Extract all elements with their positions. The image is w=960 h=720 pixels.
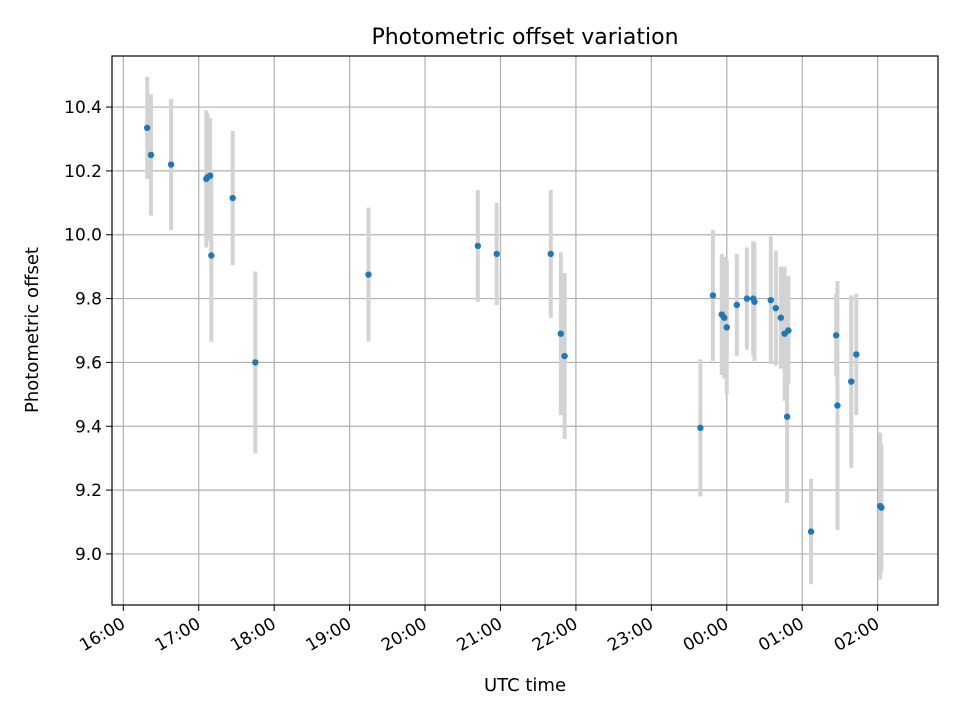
data-point <box>229 194 236 202</box>
y-tick-label: 10.0 <box>64 226 102 246</box>
data-point <box>561 352 568 360</box>
y-axis-ticks: 9.0 9.2 9.4 9.6 9.8 10.0 10.2 10.4 <box>64 98 112 565</box>
y-tick-label: 9.2 <box>75 481 102 501</box>
data-point <box>807 528 815 535</box>
data-point <box>252 359 259 366</box>
data-point <box>772 304 780 312</box>
x-axis-label: UTC time <box>484 675 566 696</box>
data-point <box>144 124 151 132</box>
data-point <box>557 330 565 337</box>
y-tick-label: 9.8 <box>75 290 102 310</box>
chart-title: Photometric offset variation <box>371 25 678 50</box>
y-tick-label: 10.4 <box>64 98 102 118</box>
data-point <box>785 327 792 334</box>
y-tick-label: 9.6 <box>75 353 102 373</box>
data-point <box>878 504 885 511</box>
plot-frame <box>111 55 939 606</box>
data-point <box>723 324 730 331</box>
y-axis-label: Photometric offset <box>22 247 43 413</box>
y-tick-label: 10.2 <box>64 162 102 182</box>
data-point <box>767 296 774 304</box>
data-point <box>733 301 741 309</box>
data-point <box>848 378 855 385</box>
data-point <box>365 271 372 278</box>
data-point <box>547 250 554 258</box>
data-point <box>147 151 155 159</box>
data-point <box>208 252 215 259</box>
data-point <box>697 424 704 432</box>
data-point <box>493 250 500 258</box>
data-point <box>743 295 751 302</box>
y-tick-label: 9.4 <box>75 417 102 437</box>
data-point <box>206 172 214 179</box>
data-point <box>832 332 840 339</box>
data-point <box>834 402 841 409</box>
y-tick-label: 9.0 <box>75 545 102 565</box>
data-point <box>474 242 482 250</box>
data-point <box>751 298 758 305</box>
data-point <box>783 413 791 420</box>
data-point <box>777 314 785 321</box>
data-points <box>144 124 885 535</box>
grid <box>112 56 938 605</box>
data-point <box>709 292 717 299</box>
data-point <box>167 161 175 168</box>
data-point <box>721 314 728 321</box>
data-point <box>853 351 860 358</box>
